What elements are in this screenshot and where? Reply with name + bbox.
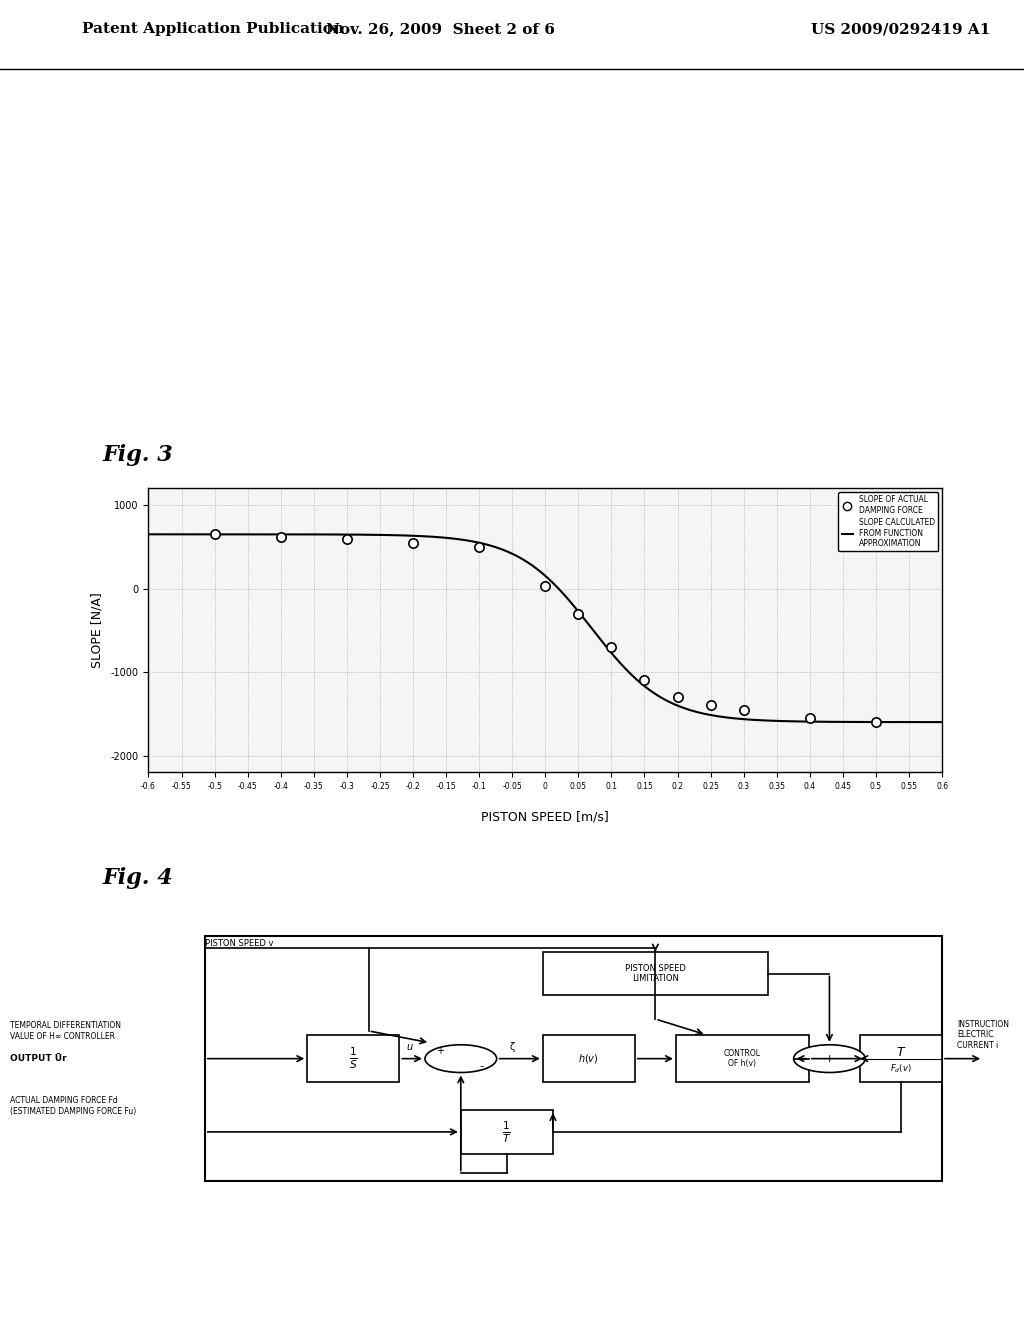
Point [471, 536, 487, 557]
Text: +: + [436, 1045, 444, 1056]
Point [802, 708, 818, 729]
Bar [543, 952, 768, 995]
Point [603, 636, 620, 657]
Text: $h(v)$: $h(v)$ [579, 1052, 599, 1065]
Text: $F_d(v)$: $F_d(v)$ [890, 1063, 912, 1074]
Text: u: u [407, 1041, 413, 1052]
X-axis label: PISTON SPEED [m/s]: PISTON SPEED [m/s] [481, 810, 609, 824]
Text: US 2009/0292419 A1: US 2009/0292419 A1 [811, 22, 991, 36]
Point [404, 532, 421, 553]
Text: OUTPUT Ūr: OUTPUT Ūr [10, 1055, 67, 1063]
Bar [860, 1035, 942, 1082]
Text: $T$: $T$ [896, 1047, 906, 1059]
Text: PISTON SPEED v: PISTON SPEED v [205, 940, 273, 948]
Circle shape [794, 1045, 865, 1072]
Point [735, 700, 752, 721]
Text: Patent Application Publication: Patent Application Publication [82, 22, 344, 36]
Bar [307, 1035, 399, 1082]
Bar [676, 1035, 809, 1082]
Text: +: + [824, 1053, 835, 1064]
Text: ACTUAL DAMPING FORCE Fd
(ESTIMATED DAMPING FORCE Fu): ACTUAL DAMPING FORCE Fd (ESTIMATED DAMPI… [10, 1097, 136, 1115]
Bar [461, 1110, 553, 1154]
Circle shape [425, 1045, 497, 1072]
Text: Fig. 3: Fig. 3 [102, 445, 173, 466]
Text: ζ: ζ [509, 1041, 515, 1052]
Text: INSTRUCTION
ELECTRIC
CURRENT i: INSTRUCTION ELECTRIC CURRENT i [957, 1020, 1010, 1049]
Point [570, 603, 587, 624]
Y-axis label: SLOPE [N/A]: SLOPE [N/A] [91, 593, 103, 668]
Bar [205, 936, 942, 1181]
Legend: SLOPE OF ACTUAL
DAMPING FORCE, SLOPE CALCULATED
FROM FUNCTION
APPROXIMATION: SLOPE OF ACTUAL DAMPING FORCE, SLOPE CAL… [839, 492, 938, 552]
Text: -: - [479, 1061, 483, 1072]
Point [339, 529, 355, 550]
Text: CONTROL
OF h(v): CONTROL OF h(v) [724, 1049, 761, 1068]
Text: $\frac{1}{S}$: $\frac{1}{S}$ [349, 1045, 357, 1072]
Text: PISTON SPEED
LIMITATION: PISTON SPEED LIMITATION [625, 964, 686, 983]
Point [272, 527, 289, 548]
Point [670, 686, 686, 708]
Text: Fig. 4: Fig. 4 [102, 867, 173, 888]
Point [636, 669, 652, 690]
Bar [543, 1035, 635, 1082]
Point [702, 694, 719, 715]
Text: Nov. 26, 2009  Sheet 2 of 6: Nov. 26, 2009 Sheet 2 of 6 [326, 22, 555, 36]
Point [537, 576, 553, 597]
Point [207, 524, 223, 545]
Text: $\frac{1}{T}$: $\frac{1}{T}$ [503, 1119, 511, 1144]
Text: TEMPORAL DIFFERENTIATION
VALUE OF H∞ CONTROLLER: TEMPORAL DIFFERENTIATION VALUE OF H∞ CON… [10, 1022, 121, 1040]
Point [867, 711, 884, 733]
